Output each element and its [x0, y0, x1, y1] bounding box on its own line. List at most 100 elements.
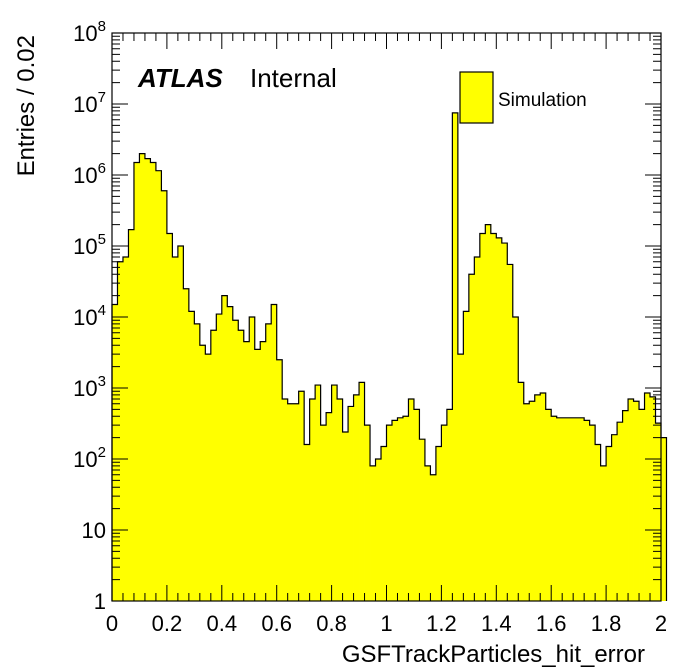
- histogram-bar: [155, 170, 162, 601]
- histogram-bar: [562, 417, 569, 601]
- histogram-bar: [595, 444, 602, 601]
- histogram-bar: [276, 359, 283, 601]
- histogram-bar: [490, 233, 497, 601]
- histogram-bar: [139, 153, 146, 601]
- y-tick-label-base: 1: [94, 589, 106, 614]
- legend-swatch: [459, 71, 494, 124]
- histogram-bar: [227, 306, 234, 601]
- histogram-bar: [606, 446, 612, 601]
- y-tick-label: 102: [73, 444, 106, 472]
- x-tick-label: 1.8: [591, 611, 622, 636]
- histogram-bar: [501, 243, 508, 601]
- histogram-bar: [479, 233, 486, 601]
- x-axis-label: GSFTrackParticles_hit_error: [342, 641, 645, 668]
- y-tick-label-exponent: 5: [98, 231, 106, 248]
- y-tick-label-exponent: 4: [98, 302, 106, 319]
- histogram-bar: [633, 401, 640, 601]
- histogram-bar: [282, 398, 289, 601]
- histogram-bar: [326, 412, 332, 601]
- histogram-bar: [304, 444, 311, 601]
- histogram-bar: [518, 382, 525, 601]
- histogram-bar: [507, 264, 514, 601]
- histogram-bar: [337, 398, 343, 601]
- histogram-bar: [232, 320, 239, 601]
- histogram-bar: [117, 261, 124, 601]
- y-tick-label: 105: [73, 231, 106, 259]
- histogram-bar: [353, 394, 360, 601]
- histogram-bar: [655, 423, 662, 601]
- atlas-label: ATLAS Internal: [137, 63, 337, 93]
- x-tick-labels: 0 0.2 0.4 0.6 0.8 1 1.2 1.4 1.6 1.8 2: [106, 611, 667, 636]
- y-tick-label: 104: [73, 302, 106, 330]
- y-tick-label-exponent: 7: [98, 89, 106, 106]
- x-tick-label: 2: [655, 611, 667, 636]
- atlas-label-bold: ATLAS: [137, 63, 223, 93]
- histogram-bar: [188, 311, 195, 601]
- histogram-bar: [441, 425, 448, 601]
- histogram-bar: [112, 304, 118, 601]
- histogram-bar: [578, 417, 585, 601]
- histogram-bar: [265, 323, 272, 601]
- histogram-bar: [287, 403, 294, 601]
- x-tick-label: 0.4: [207, 611, 238, 636]
- y-tick-label: 108: [73, 18, 106, 46]
- histogram-bar: [342, 432, 349, 601]
- histogram-bar: [661, 437, 667, 601]
- histogram-bar: [216, 314, 223, 601]
- histogram-bar: [639, 409, 645, 601]
- y-tick-label-base: 10: [73, 92, 97, 117]
- x-tick-label: 1.6: [536, 611, 567, 636]
- histogram-bar: [628, 398, 634, 601]
- histogram-bar: [474, 256, 481, 601]
- atlas-label-status: Internal: [250, 63, 337, 93]
- histogram-bar: [496, 237, 503, 601]
- y-tick-label-base: 10: [73, 21, 97, 46]
- x-ticks: [111, 33, 662, 601]
- histogram-bar: [463, 311, 470, 601]
- histogram-bar: [210, 330, 217, 601]
- histogram-bar: [408, 398, 415, 601]
- histogram-bar: [260, 341, 267, 601]
- y-tick-label-exponent: 8: [98, 18, 106, 35]
- x-tick-label: 0: [106, 611, 118, 636]
- y-tick-label: 10: [82, 518, 106, 543]
- histogram-bar: [512, 317, 519, 601]
- histogram-bar: [452, 112, 459, 601]
- y-tick-label: 107: [73, 89, 106, 117]
- histogram-bar: [199, 345, 206, 601]
- y-tick-label-base: 10: [73, 234, 97, 259]
- histogram-bar: [534, 394, 541, 601]
- histogram-bar: [331, 385, 338, 601]
- histogram-bar: [161, 190, 168, 601]
- histogram-bar: [364, 425, 371, 601]
- y-tick-label-exponent: 3: [98, 373, 106, 390]
- histogram-bar: [446, 409, 453, 601]
- histogram-bar: [150, 162, 157, 601]
- plot-area: [111, 32, 668, 602]
- y-tick-label: 106: [73, 160, 106, 188]
- histogram-bar: [375, 459, 382, 601]
- histogram-bar: [315, 385, 322, 601]
- histogram-bar: [589, 425, 596, 601]
- x-tick-label: 1.4: [481, 611, 512, 636]
- histogram-bar: [221, 295, 228, 601]
- legend: Simulation: [459, 71, 587, 124]
- x-tick-label: 0.2: [152, 611, 183, 636]
- histogram-bar: [254, 349, 261, 601]
- y-tick-label-exponent: 6: [98, 160, 106, 177]
- histogram-outline: [111, 112, 668, 601]
- histogram-bar: [183, 288, 190, 601]
- histogram-bar: [611, 434, 618, 601]
- histogram-bar: [600, 465, 607, 601]
- histogram-bar: [529, 401, 536, 601]
- y-tick-label-exponent: 2: [98, 444, 106, 461]
- histogram-bar: [397, 417, 404, 601]
- y-tick-label-base: 10: [73, 376, 97, 401]
- x-tick-label: 0.8: [316, 611, 347, 636]
- histogram-bar: [386, 425, 393, 601]
- y-tick-label-base: 10: [82, 518, 106, 543]
- histogram-bar: [556, 417, 563, 601]
- histogram-bar: [205, 354, 212, 601]
- histogram-bar: [348, 406, 354, 601]
